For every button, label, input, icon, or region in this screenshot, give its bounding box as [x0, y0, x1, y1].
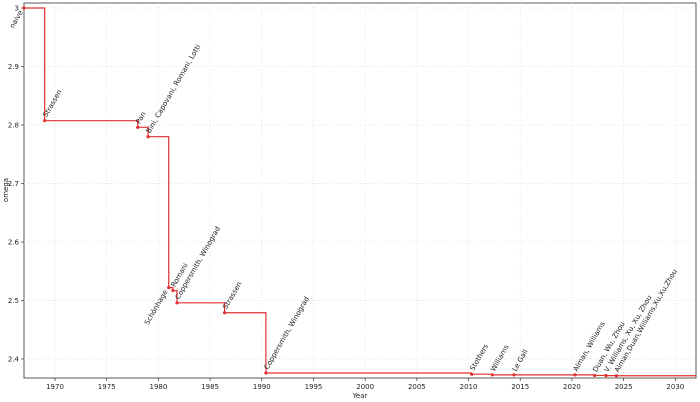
- y-tick-label: 2.8: [8, 121, 19, 129]
- data-point: [222, 311, 227, 315]
- y-tick-label: 2.9: [8, 63, 19, 71]
- x-axis-label: Year: [352, 392, 368, 400]
- point-label: Strassen: [221, 280, 243, 310]
- point-label: Stothers: [468, 342, 490, 372]
- point-label: Schönhage: [143, 289, 169, 327]
- y-tick-label: 2.5: [8, 297, 19, 305]
- data-point: [264, 371, 268, 375]
- point-label: Pan: [135, 110, 148, 125]
- point-label: Bini, Capovani, Romani, Lotti: [145, 43, 202, 135]
- x-tick-label: 2010: [460, 383, 478, 391]
- y-tick-label: 2.6: [8, 238, 20, 246]
- point-label: naive: [8, 9, 24, 30]
- point-label: V. Williams, Xu, Xu, Zhou: [603, 294, 654, 374]
- data-point: [175, 301, 179, 305]
- x-tick-label: 1975: [98, 383, 116, 391]
- point-label: Alman,Duan,Williams,Xu,Xu,Zhou: [613, 268, 679, 374]
- plot-frame: [23, 2, 697, 379]
- x-tick-label: 2020: [563, 383, 581, 391]
- y-axis-label: omega: [2, 178, 10, 202]
- data-point: [146, 135, 150, 139]
- x-tick-label: 1970: [46, 383, 64, 391]
- x-tick-label: 2030: [666, 383, 684, 391]
- step-line: [24, 7, 696, 377]
- data-point: [593, 373, 597, 378]
- x-tick-label: 2000: [356, 383, 374, 391]
- data-point: [167, 286, 171, 290]
- y-tick-label: 3: [15, 5, 19, 13]
- x-tick-label: 1985: [201, 383, 219, 391]
- data-point: [136, 125, 140, 129]
- data-point: [43, 119, 47, 123]
- data-point: [22, 6, 26, 10]
- x-tick-label: 2005: [408, 383, 426, 391]
- y-tick-label: 2.4: [8, 355, 20, 363]
- point-label: Coppersmith, Winograd: [263, 295, 311, 371]
- x-tick-label: 1995: [305, 383, 323, 391]
- data-point: [512, 373, 516, 377]
- y-tick-label: 2.7: [8, 180, 19, 188]
- data-point: [614, 374, 618, 378]
- point-label: Williams: [489, 343, 511, 373]
- data-point: [573, 373, 577, 377]
- x-tick-label: 2025: [615, 383, 633, 391]
- x-tick-label: 2015: [511, 383, 529, 391]
- data-point: [490, 373, 494, 377]
- data-point: [171, 288, 175, 293]
- x-tick-label: 1980: [149, 383, 167, 391]
- data-point: [604, 374, 608, 378]
- data-point: [470, 372, 474, 376]
- x-tick-label: 1990: [253, 383, 271, 391]
